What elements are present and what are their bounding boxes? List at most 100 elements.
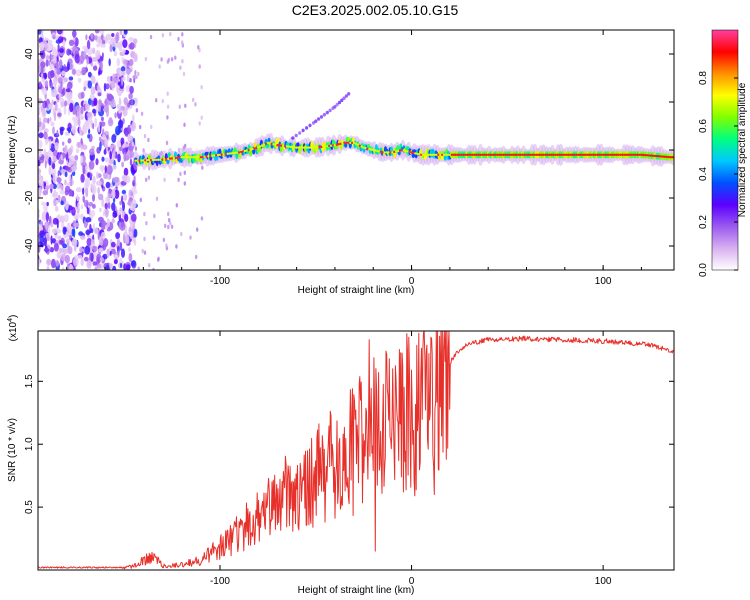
noise-blob bbox=[96, 84, 100, 92]
noise-blob bbox=[98, 247, 104, 253]
ridge-core bbox=[467, 153, 471, 156]
ridge-core bbox=[663, 155, 666, 158]
noise-blob bbox=[82, 45, 88, 50]
noise-blob bbox=[112, 265, 117, 270]
noise-blob bbox=[38, 172, 42, 181]
noise-blob bbox=[55, 259, 60, 267]
noise-blob bbox=[152, 235, 156, 240]
ridge-core bbox=[178, 156, 181, 159]
ridge-core bbox=[282, 144, 285, 148]
branch-blob bbox=[328, 108, 332, 113]
noise-blob bbox=[67, 246, 73, 255]
ridge-core bbox=[605, 153, 609, 156]
noise-blob bbox=[56, 219, 59, 229]
noise-blob bbox=[83, 199, 89, 208]
noise-blob bbox=[62, 266, 65, 270]
noise-blob bbox=[63, 100, 68, 107]
noise-blob bbox=[87, 98, 92, 106]
ridge-core bbox=[159, 158, 162, 161]
ridge-core bbox=[195, 156, 199, 159]
noise-blob bbox=[75, 69, 82, 77]
noise-blob bbox=[83, 86, 86, 92]
ridge-core bbox=[161, 158, 164, 161]
ridge-core bbox=[590, 153, 593, 156]
noise-blob bbox=[87, 71, 92, 78]
noise-blob bbox=[90, 239, 95, 247]
ridge-core bbox=[582, 153, 586, 156]
noise-blob bbox=[128, 100, 132, 105]
noise-blob bbox=[181, 40, 184, 45]
ridge-core bbox=[621, 153, 624, 156]
ridge-core bbox=[527, 153, 530, 156]
noise-blob bbox=[55, 205, 59, 212]
noise-blob bbox=[94, 30, 100, 34]
noise-blob bbox=[106, 264, 110, 270]
noise-blob bbox=[73, 222, 80, 228]
noise-blob bbox=[50, 235, 53, 245]
ridge-core bbox=[596, 153, 599, 156]
ridge-core bbox=[383, 151, 386, 154]
noise-blob bbox=[48, 103, 51, 109]
ridge-core bbox=[322, 145, 325, 148]
ridge-core bbox=[243, 149, 247, 153]
snr-panel: -100 0 100 0.5 1.0 1.5 Height of straight lin… bbox=[7, 315, 675, 596]
ridge-core bbox=[209, 154, 212, 158]
branch-blob bbox=[333, 105, 337, 109]
ridge-core bbox=[517, 153, 520, 156]
ridge-core bbox=[569, 153, 572, 156]
noise-blob bbox=[38, 258, 41, 268]
y-tick-label: 1.0 bbox=[24, 437, 35, 451]
ridge-core bbox=[170, 157, 174, 160]
noise-blob bbox=[57, 43, 60, 53]
noise-blob bbox=[101, 34, 104, 41]
branch-blob bbox=[294, 133, 298, 138]
noise-blob bbox=[60, 168, 66, 174]
noise-blob bbox=[75, 148, 80, 154]
noise-blob bbox=[92, 203, 96, 209]
noise-blob bbox=[97, 123, 101, 133]
noise-blob bbox=[183, 122, 186, 128]
noise-blob bbox=[93, 227, 99, 235]
ridge-core bbox=[427, 153, 430, 156]
ridge-core bbox=[651, 154, 655, 157]
noise-blob bbox=[90, 75, 96, 85]
ridge-core bbox=[151, 158, 155, 162]
noise-blob bbox=[129, 85, 134, 94]
noise-blob bbox=[91, 252, 94, 262]
noise-blob bbox=[56, 67, 60, 75]
ridge-core bbox=[492, 153, 496, 156]
noise-blob bbox=[113, 176, 119, 183]
noise-blob bbox=[93, 245, 98, 252]
noise-blob bbox=[127, 201, 132, 206]
ridge-core bbox=[609, 153, 612, 156]
ridge-core bbox=[611, 153, 614, 156]
noise-blob bbox=[64, 189, 69, 196]
x-tick-label: 100 bbox=[595, 276, 612, 287]
colorbar-tick-label: 0.0 bbox=[698, 263, 709, 277]
noise-blob bbox=[57, 240, 64, 245]
ridge-core bbox=[268, 142, 271, 145]
ridge-core bbox=[147, 159, 151, 162]
branch-blob bbox=[337, 100, 342, 105]
noise-blob bbox=[53, 112, 57, 122]
ridge-core bbox=[343, 141, 346, 144]
ridge-core bbox=[669, 156, 672, 159]
noise-blob bbox=[44, 185, 50, 190]
noise-blob bbox=[77, 201, 80, 209]
noise-blob bbox=[112, 164, 117, 170]
ridge-core bbox=[485, 153, 488, 156]
ridge-core bbox=[444, 153, 448, 156]
ridge-core bbox=[364, 146, 367, 150]
ridge-core bbox=[471, 153, 475, 156]
noise-blob bbox=[52, 238, 56, 244]
noise-blob bbox=[85, 103, 89, 110]
noise-blob bbox=[124, 132, 128, 137]
noise-blob bbox=[81, 66, 86, 76]
ridge-core bbox=[400, 148, 404, 152]
noise-blob bbox=[98, 216, 104, 222]
noise-blob bbox=[99, 207, 102, 213]
noise-blob bbox=[116, 238, 120, 247]
noise-blob bbox=[145, 177, 148, 182]
branch-blob bbox=[347, 92, 351, 96]
